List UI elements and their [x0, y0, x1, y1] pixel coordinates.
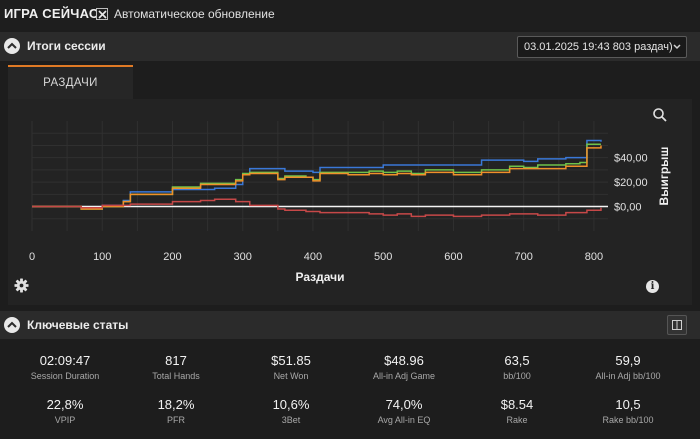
top-bar: ИГРА СЕЙЧАС Автоматическое обновление — [0, 0, 700, 30]
series-line-non-showdown — [32, 198, 602, 218]
auto-refresh-label[interactable]: Автоматическое обновление — [114, 7, 275, 21]
x-tick-label: 100 — [93, 251, 111, 263]
chevron-down-icon — [673, 44, 681, 50]
x-tick-label: 0 — [29, 251, 35, 263]
x-tick-label: 500 — [374, 251, 392, 263]
y-tick-label: $20,00 — [614, 177, 648, 189]
key-stats-grid: 02:09:47 Session Duration 817 Total Hand… — [0, 339, 700, 439]
stat-vpip: 22,8% VPIP — [46, 397, 84, 425]
app-title: ИГРА СЕЙЧАС — [4, 6, 99, 21]
x-tick-label: 700 — [515, 251, 533, 263]
stat-avg-all-in-eq: 74,0% Avg All-in EQ — [377, 397, 431, 425]
x-tick-label: 300 — [234, 251, 252, 263]
chevron-up-icon — [7, 321, 17, 328]
chevron-up-icon — [7, 42, 17, 49]
stat-all-in-adj-game: $48.96 All-in Adj Game — [372, 353, 436, 381]
split-view-button[interactable] — [667, 315, 687, 335]
series-line-net-won — [32, 139, 602, 209]
x-tick-label: 800 — [585, 251, 603, 263]
y-tick-label: $40,00 — [614, 153, 648, 165]
y-tick-label: $0,00 — [614, 202, 642, 214]
x-tick-label: 400 — [304, 251, 322, 263]
stat-all-in-adj-bb-100: 59,9 All-in Adj bb/100 — [595, 353, 661, 381]
stat-session-duration: 02:09:47 Session Duration — [30, 353, 100, 381]
tab-hands[interactable]: РАЗДАЧИ — [8, 65, 133, 99]
checkmark-x-icon — [98, 10, 107, 19]
session-select-value: 03.01.2025 19:43 803 раздач) — [524, 41, 673, 53]
key-stats-header: Ключевые статы — [0, 311, 700, 339]
stat-bb-100: 63,5 bb/100 — [503, 353, 531, 381]
x-tick-label: 600 — [444, 251, 462, 263]
stat-net-won: $51.85 Net Won — [271, 353, 311, 381]
stat-pfr: 18,2% PFR — [157, 397, 195, 425]
gear-icon[interactable] — [14, 278, 29, 293]
zoom-icon[interactable] — [652, 107, 668, 123]
session-select[interactable]: 03.01.2025 19:43 803 раздач) — [517, 36, 687, 58]
stat-3bet: 10,6% 3Bet — [272, 397, 310, 425]
tab-bar: РАЗДАЧИ — [0, 61, 700, 99]
stat-rake-bb-100: 10,5 Rake bb/100 — [602, 397, 654, 425]
session-summary-title: Итоги сессии — [27, 39, 106, 53]
winnings-chart: $40,00 $20,00 $0,00 0 100 200 300 400 500 600 700 8… — [29, 121, 671, 284]
stat-rake: $8.54 Rake — [500, 397, 534, 425]
x-tick-label: 200 — [163, 251, 181, 263]
stat-total-hands: 817 Total Hands — [152, 353, 200, 381]
info-icon[interactable]: i — [646, 280, 659, 293]
y-axis-label: Выигрыш — [657, 147, 671, 206]
series-line-all-in-adj — [32, 143, 601, 210]
chart-panel: $40,00 $20,00 $0,00 0 100 200 300 400 500 600 700 8… — [8, 99, 692, 305]
columns-icon — [672, 320, 682, 330]
auto-refresh-checkbox[interactable] — [96, 8, 108, 20]
key-stats-title: Ключевые статы — [27, 318, 129, 332]
series-line-showdown — [32, 145, 602, 210]
collapse-session-button[interactable] — [4, 38, 20, 54]
tab-hands-label: РАЗДАЧИ — [43, 77, 98, 89]
collapse-key-stats-button[interactable] — [4, 317, 20, 333]
x-axis-label: Раздачи — [296, 270, 345, 284]
